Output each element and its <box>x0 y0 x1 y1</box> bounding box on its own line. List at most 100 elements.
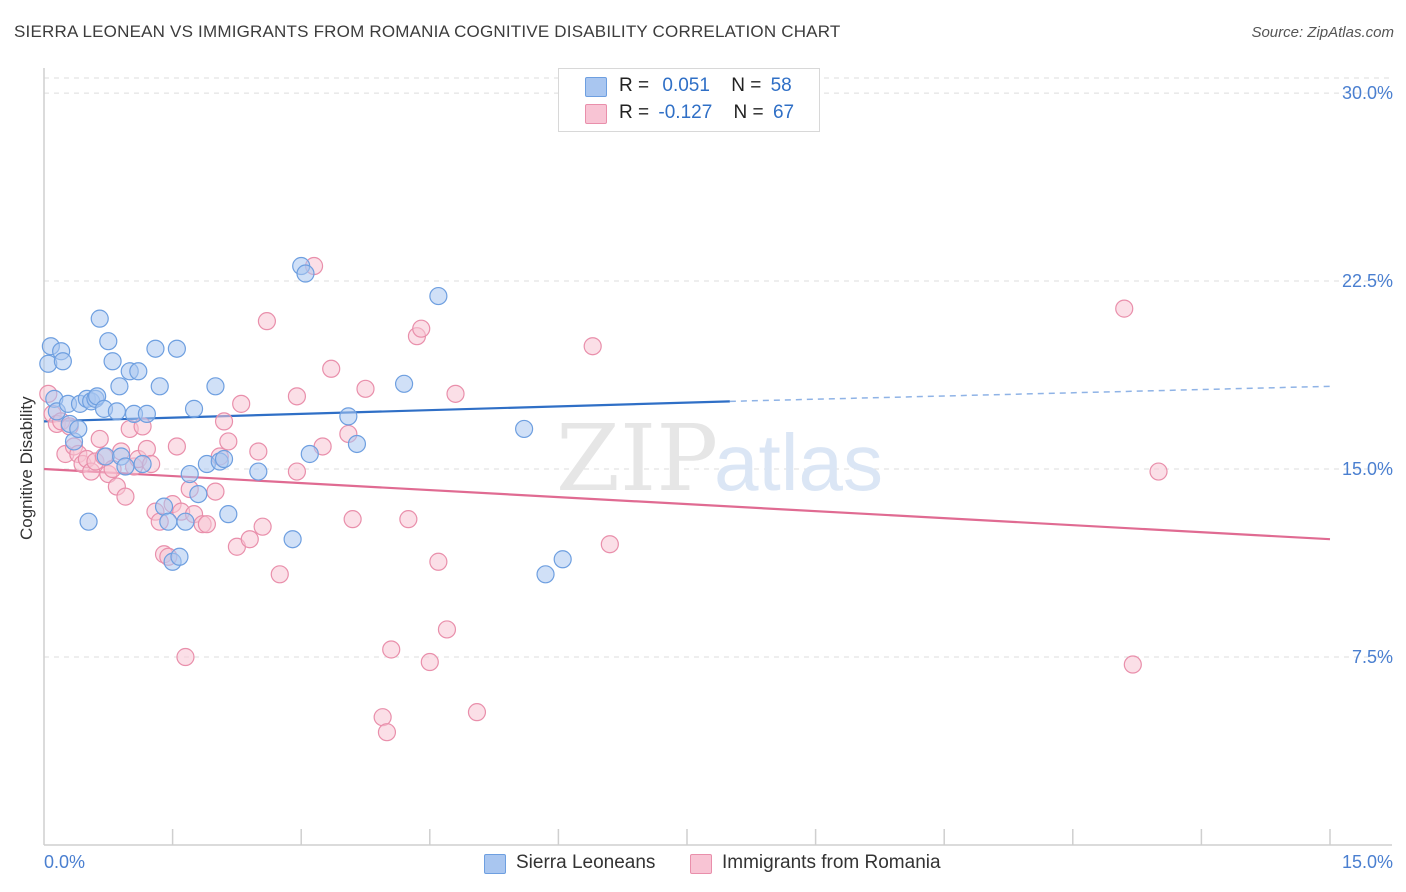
data-point-romania <box>116 487 135 506</box>
data-point-romania <box>467 703 487 722</box>
data-point-romania <box>429 552 448 571</box>
n-value: 58 <box>770 75 792 96</box>
data-points <box>39 256 1168 742</box>
data-point-romania <box>257 312 277 331</box>
legend-swatch-blue <box>484 854 506 874</box>
legend-item-romania[interactable]: Immigrants from Romania <box>690 852 970 876</box>
data-point-romania <box>373 708 392 727</box>
data-point-romania <box>176 647 195 667</box>
data-point-sierra-leoneans <box>536 565 555 584</box>
data-point-romania <box>232 394 251 413</box>
trend-line-blue <box>43 400 730 423</box>
y-tick-label: 7.5% <box>1351 647 1393 668</box>
data-point-sierra-leoneans <box>249 462 268 481</box>
data-point-romania <box>240 530 259 549</box>
data-point-sierra-leoneans <box>69 419 88 439</box>
data-point-romania <box>420 652 439 672</box>
data-point-sierra-leoneans <box>150 377 169 396</box>
y-tick-label: 30.0% <box>1341 83 1393 104</box>
data-point-sierra-leoneans <box>107 402 126 421</box>
legend-label: Immigrants from Romania <box>722 852 941 873</box>
source-label: Source: ZipAtlas.com <box>1251 24 1394 41</box>
data-point-romania <box>137 439 156 459</box>
r-value: 0.051 <box>662 75 710 96</box>
chart-title: SIERRA LEONEAN VS IMMIGRANTS FROM ROMANI… <box>14 22 841 41</box>
data-point-romania <box>356 379 375 398</box>
data-point-romania <box>249 442 268 461</box>
data-point-sierra-leoneans <box>110 377 129 396</box>
data-point-sierra-leoneans <box>296 264 315 283</box>
data-point-sierra-leoneans <box>170 547 189 566</box>
data-point-sierra-leoneans <box>214 449 234 469</box>
y-tick-label: 15.0% <box>1341 459 1393 480</box>
n-label: N = <box>733 102 764 123</box>
r-label: R = <box>619 102 650 123</box>
n-value: 67 <box>772 102 795 123</box>
data-point-sierra-leoneans <box>184 399 204 418</box>
data-point-romania <box>287 387 307 406</box>
data-point-sierra-leoneans <box>159 512 178 531</box>
legend-swatch-pink <box>690 854 712 874</box>
r-label: R = <box>619 75 650 96</box>
data-point-sierra-leoneans <box>90 309 109 328</box>
y-tick-label: 22.5% <box>1341 271 1393 292</box>
data-point-sierra-leoneans <box>553 550 572 569</box>
data-point-romania <box>382 640 401 659</box>
data-point-romania <box>583 337 602 356</box>
data-point-romania <box>343 510 362 529</box>
data-point-romania <box>600 535 619 554</box>
data-point-romania <box>90 429 109 449</box>
watermark-zip: ZIP <box>556 405 718 512</box>
data-point-sierra-leoneans <box>129 362 148 381</box>
data-point-romania <box>219 432 238 451</box>
n-label: N = <box>731 75 762 96</box>
data-point-romania <box>206 482 225 501</box>
x-tick-label: 0.0% <box>44 852 86 872</box>
data-point-sierra-leoneans <box>116 457 135 476</box>
trend-line-extension <box>729 385 1331 403</box>
data-point-romania <box>197 515 216 534</box>
data-point-sierra-leoneans <box>99 332 118 351</box>
data-point-sierra-leoneans <box>515 419 534 439</box>
data-point-sierra-leoneans <box>137 404 156 423</box>
data-point-romania <box>1115 299 1134 318</box>
watermark-atlas: atlas <box>714 418 883 507</box>
trend-line-pink <box>43 467 1331 541</box>
trend-lines <box>43 385 1331 541</box>
data-point-sierra-leoneans <box>53 352 72 371</box>
data-point-sierra-leoneans <box>300 444 319 464</box>
data-point-sierra-leoneans <box>206 377 225 396</box>
data-point-romania <box>437 620 457 639</box>
correlation-legend: R = 0.051 N = 58 R = -0.127 N = 67 <box>558 68 820 132</box>
data-point-sierra-leoneans <box>79 512 98 531</box>
data-point-sierra-leoneans <box>96 447 115 466</box>
data-point-sierra-leoneans <box>347 434 367 454</box>
data-point-romania <box>214 412 234 431</box>
legend-item-sierra-leoneans[interactable]: Sierra Leoneans <box>484 852 674 876</box>
data-point-romania <box>1149 462 1168 481</box>
data-point-sierra-leoneans <box>133 454 152 474</box>
data-point-sierra-leoneans <box>154 497 174 516</box>
data-point-sierra-leoneans <box>394 374 414 393</box>
data-point-sierra-leoneans <box>219 505 238 524</box>
data-point-romania <box>270 565 289 584</box>
data-point-sierra-leoneans <box>180 464 199 484</box>
data-point-sierra-leoneans <box>189 484 208 504</box>
data-point-romania <box>1123 655 1142 674</box>
r-value: -0.127 <box>658 102 713 123</box>
data-point-romania <box>399 510 418 529</box>
data-point-romania <box>412 319 431 338</box>
data-point-sierra-leoneans <box>146 339 165 358</box>
data-point-sierra-leoneans <box>176 512 195 531</box>
grid-lines <box>44 77 1392 658</box>
data-point-romania <box>167 437 186 456</box>
data-point-sierra-leoneans <box>167 339 186 358</box>
data-point-romania <box>322 359 341 378</box>
data-point-sierra-leoneans <box>103 352 122 371</box>
data-point-romania <box>253 517 272 536</box>
axes <box>43 68 1392 846</box>
legend-swatch-blue <box>585 77 607 97</box>
data-point-sierra-leoneans <box>339 407 358 426</box>
